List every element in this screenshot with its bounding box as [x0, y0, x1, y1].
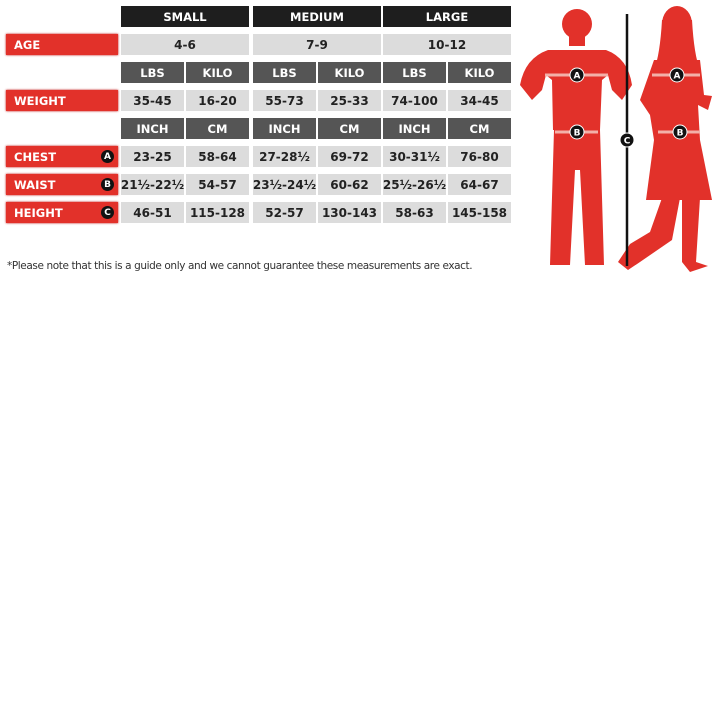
unit-header: INCH: [121, 118, 184, 139]
marker-label: B: [574, 129, 581, 139]
weight-cell: 25-33: [318, 90, 381, 111]
marker-badge: A: [101, 150, 114, 163]
waist-cell: 60-62: [318, 174, 381, 195]
weight-cell: 16-20: [186, 90, 249, 111]
unit-header: KILO: [448, 62, 511, 83]
boy-silhouette: [520, 9, 632, 265]
marker-A: [569, 67, 585, 83]
height-cell: 145-158: [448, 202, 511, 223]
label-text: HEIGHT: [14, 205, 63, 220]
marker-badge: C: [101, 206, 114, 219]
unit-header: INCH: [383, 118, 446, 139]
weight-cell: 55-73: [253, 90, 316, 111]
chest-cell: 76-80: [448, 146, 511, 167]
waist-cell: 54-57: [186, 174, 249, 195]
waist-cell: 25½-26½: [383, 174, 446, 195]
marker-label: B: [677, 129, 684, 139]
age-cell: 10-12: [383, 34, 511, 55]
waist-cell: 23½-24½: [253, 174, 316, 195]
weight-cell: 74-100: [383, 90, 446, 111]
size-header: SMALL: [121, 6, 249, 27]
row-label-weight: WEIGHT: [6, 90, 118, 111]
chest-cell: 27-28½: [253, 146, 316, 167]
height-cell: 130-143: [318, 202, 381, 223]
label-text: WEIGHT: [14, 93, 66, 108]
unit-header: INCH: [253, 118, 316, 139]
marker-badge: B: [101, 178, 114, 191]
size-header: LARGE: [383, 6, 511, 27]
marker-A: [669, 67, 685, 83]
height-cell: 58-63: [383, 202, 446, 223]
disclaimer-note: *Please note that this is a guide only a…: [7, 260, 473, 272]
chest-cell: 58-64: [186, 146, 249, 167]
row-label-height: HEIGHT C: [6, 202, 118, 223]
waist-cell: 21½-22½: [121, 174, 184, 195]
age-cell: 4-6: [121, 34, 249, 55]
height-cell: 46-51: [121, 202, 184, 223]
unit-header: KILO: [186, 62, 249, 83]
unit-header: CM: [318, 118, 381, 139]
unit-header: LBS: [121, 62, 184, 83]
marker-B: [569, 124, 585, 140]
weight-cell: 34-45: [448, 90, 511, 111]
unit-header: LBS: [253, 62, 316, 83]
chest-cell: 30-31½: [383, 146, 446, 167]
height-cell: 52-57: [253, 202, 316, 223]
weight-cell: 35-45: [121, 90, 184, 111]
waist-cell: 64-67: [448, 174, 511, 195]
row-label-chest: CHEST A: [6, 146, 118, 167]
unit-header: KILO: [318, 62, 381, 83]
marker-label: C: [624, 137, 631, 147]
label-text: CHEST: [14, 149, 57, 164]
label-text: WAIST: [14, 177, 56, 192]
row-label-waist: WAIST B: [6, 174, 118, 195]
marker-label: A: [674, 72, 681, 82]
marker-C: [619, 132, 635, 148]
marker-label: A: [574, 72, 581, 82]
unit-header: CM: [186, 118, 249, 139]
age-cell: 7-9: [253, 34, 381, 55]
height-cell: 115-128: [186, 202, 249, 223]
unit-header: LBS: [383, 62, 446, 83]
row-label-age: AGE: [6, 34, 118, 55]
size-header: MEDIUM: [253, 6, 381, 27]
chest-cell: 69-72: [318, 146, 381, 167]
label-text: AGE: [14, 37, 41, 52]
measurement-figure: A A B B C: [520, 6, 712, 272]
chest-cell: 23-25: [121, 146, 184, 167]
unit-header: CM: [448, 118, 511, 139]
marker-B: [672, 124, 688, 140]
